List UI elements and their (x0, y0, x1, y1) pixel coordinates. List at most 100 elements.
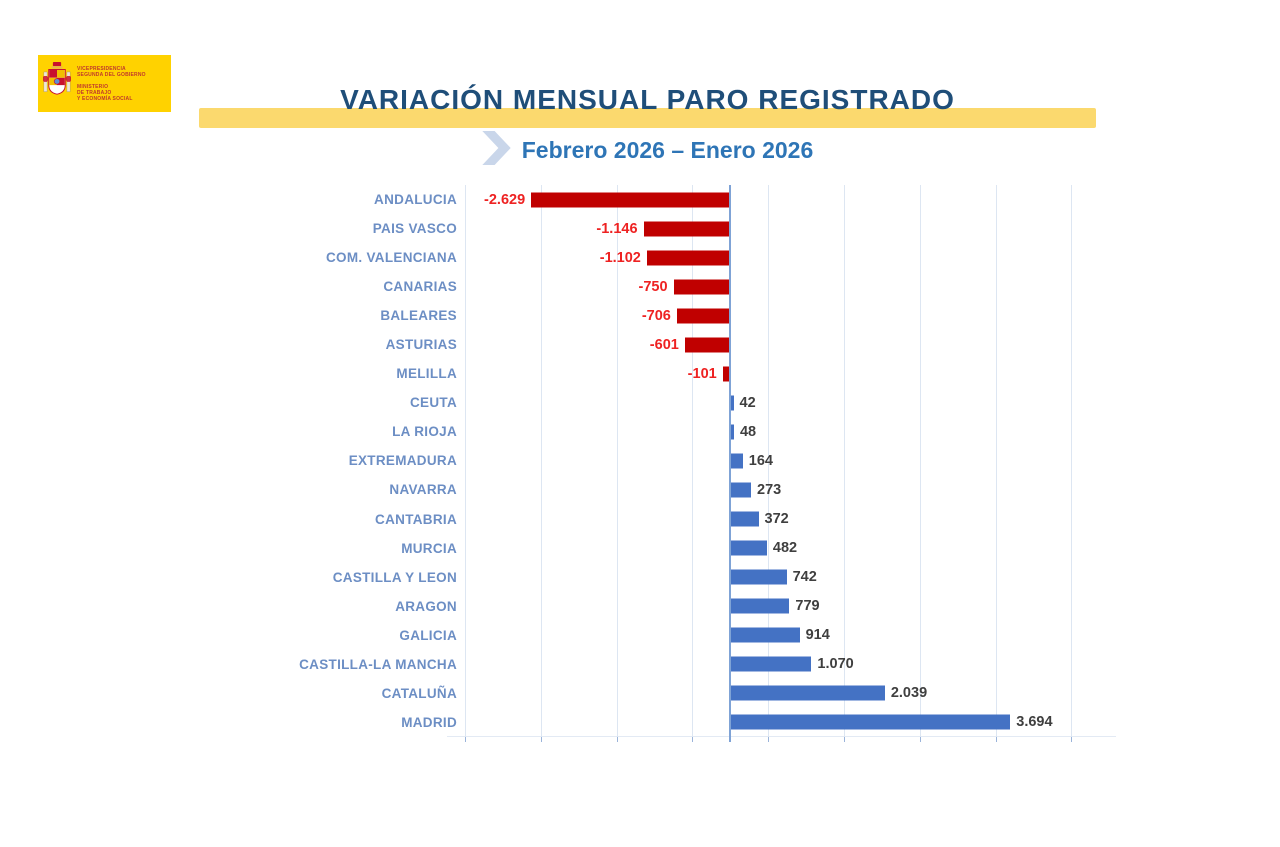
ministerio-text: MINISTERIO DE TRABAJO Y ECONOMÍA SOCIAL (77, 84, 146, 102)
vicepresidencia-text: VICEPRESIDENCIA SEGUNDA DEL GOBIERNO (77, 66, 146, 78)
category-label: CANTABRIA (375, 511, 457, 527)
value-label: 742 (792, 569, 817, 586)
bar (730, 656, 812, 672)
bar (730, 540, 767, 556)
category-labels: ANDALUCIA PAIS VASCO COM. VALENCIANA CANARI… (148, 185, 457, 737)
category-label: BALEARES (380, 308, 457, 324)
gridline (768, 185, 770, 737)
category-label: GALICIA (399, 627, 457, 643)
bar-row: 372 (450, 505, 1113, 534)
value-label: 482 (772, 540, 798, 557)
axis-tick (995, 737, 997, 742)
value-label: 2.039 (890, 685, 928, 702)
bar-row: -2.629 (450, 185, 1113, 214)
ministry-logo: VICEPRESIDENCIA SEGUNDA DEL GOBIERNO MIN… (38, 55, 171, 112)
logo-line: MINISTERIO (77, 83, 109, 90)
category-label: MELILLA (396, 366, 457, 382)
bar (722, 366, 731, 382)
subtitle: Febrero 2026 – Enero 2026 (521, 136, 814, 163)
bar (646, 250, 731, 266)
bar-row: 779 (450, 592, 1113, 621)
bar (730, 569, 787, 585)
bar (730, 685, 885, 701)
axis-tick (692, 737, 694, 742)
bar (730, 598, 790, 614)
gridline (1071, 185, 1073, 737)
value-label: 914 (805, 627, 830, 644)
logo-line: DE TRABAJO (77, 89, 112, 96)
value-label: 42 (739, 394, 756, 411)
bar (730, 482, 752, 498)
category-label: MURCIA (401, 540, 457, 556)
category-label: CASTILLA Y LEON (332, 569, 457, 585)
axis-tick (616, 737, 618, 742)
category-label: LA RIOJA (392, 424, 457, 440)
value-label: 1.070 (817, 656, 854, 673)
bar-row: 48 (450, 417, 1113, 446)
bar-row: -750 (450, 272, 1113, 301)
gridline (919, 185, 921, 737)
value-label: -1.102 (599, 249, 641, 266)
category-label: CASTILLA-LA MANCHA (299, 656, 457, 672)
bar (531, 192, 731, 208)
value-label: 779 (795, 598, 820, 615)
category-label: CANARIAS (383, 279, 457, 295)
gridline (844, 185, 845, 737)
category-label: ASTURIAS (385, 337, 457, 353)
bar (730, 424, 734, 440)
bar-row: -1.102 (450, 243, 1113, 272)
value-label: 48 (739, 423, 757, 440)
gridline (465, 185, 467, 737)
value-label: -2.629 (484, 191, 526, 208)
logo-line: SEGUNDA DEL GOBIERNO (77, 71, 146, 78)
axis-tick (465, 737, 467, 742)
gridline (616, 185, 618, 737)
axis-tick (1071, 737, 1073, 742)
bar-row: 42 (450, 388, 1113, 417)
bar (673, 279, 731, 295)
value-label: 273 (757, 481, 782, 498)
axis-tick (919, 737, 921, 742)
gridline (692, 185, 694, 737)
value-label: -750 (638, 278, 668, 295)
spain-coat-of-arms-icon (42, 59, 72, 108)
zero-axis-line (729, 185, 732, 742)
category-label: COM. VALENCIANA (326, 250, 457, 266)
value-label: -601 (649, 336, 679, 353)
bar (643, 221, 731, 237)
axis-tick (844, 737, 845, 742)
category-label: ANDALUCIA (374, 192, 457, 208)
plot-area: -2.629 -1.146 -1.102 -750 -706 -601 -101 42 48 16… (447, 185, 1116, 742)
bar (730, 714, 1011, 730)
bar-row: -101 (450, 359, 1113, 388)
gridline (540, 185, 542, 737)
logo-line: VICEPRESIDENCIA (77, 65, 126, 72)
bar-row: 1.070 (450, 650, 1113, 679)
subtitle-row: Febrero 2026 – Enero 2026 (199, 130, 1096, 170)
axis-tick (768, 737, 770, 742)
bar-row: 273 (450, 475, 1113, 504)
category-label: PAIS VASCO (372, 221, 457, 237)
bar (730, 511, 759, 527)
bar (730, 453, 743, 469)
bar (676, 308, 731, 324)
bar-row: 914 (450, 621, 1113, 650)
category-label: ARAGON (395, 598, 457, 614)
category-label: CEUTA (410, 395, 457, 411)
category-label: MADRID (401, 714, 457, 730)
logo-line: Y ECONOMÍA SOCIAL (77, 95, 133, 102)
bar-row: 742 (450, 563, 1113, 592)
value-label: -101 (687, 365, 717, 382)
category-label: EXTREMADURA (348, 453, 457, 469)
bar-row: 3.694 (450, 708, 1113, 737)
bar-row: -1.146 (450, 214, 1113, 243)
title-highlight-band (199, 108, 1096, 128)
bar-row: -601 (450, 330, 1113, 359)
x-axis-line (447, 736, 1116, 737)
ministry-logo-text: VICEPRESIDENCIA SEGUNDA DEL GOBIERNO MIN… (77, 66, 146, 102)
page-title: VARIACIÓN MENSUAL PARO REGISTRADO (340, 84, 955, 115)
bar (730, 627, 800, 643)
value-label: 372 (764, 511, 789, 528)
category-label: CATALUÑA (381, 685, 457, 701)
